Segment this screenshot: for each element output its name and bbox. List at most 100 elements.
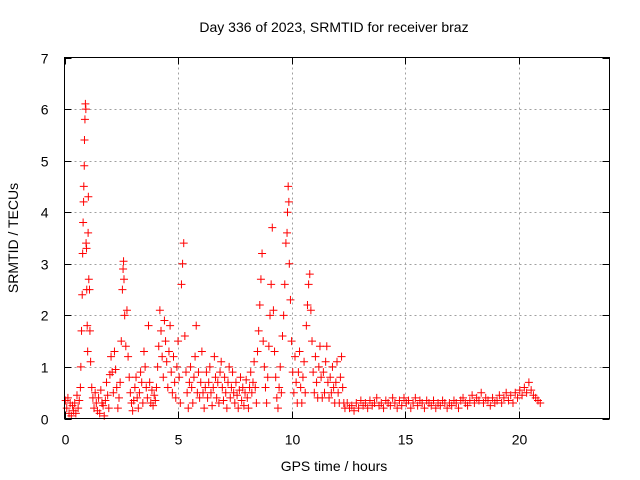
data-point [254, 326, 263, 335]
data-point [210, 352, 219, 361]
data-point [168, 388, 177, 397]
data-point [166, 321, 175, 330]
x-tick-label: 0 [62, 432, 70, 448]
data-point [506, 391, 515, 400]
data-point [497, 399, 506, 408]
y-tick-label: 2 [41, 308, 49, 324]
data-point [70, 399, 79, 408]
data-point [87, 383, 96, 392]
data-point [83, 321, 92, 330]
data-point [465, 396, 474, 405]
data-point [171, 393, 180, 402]
data-point [277, 388, 286, 397]
data-point [250, 357, 259, 366]
data-point [263, 373, 272, 382]
data-point [209, 383, 218, 392]
data-point [273, 404, 282, 413]
data-point [301, 388, 310, 397]
data-point [304, 280, 313, 289]
data-point [260, 362, 269, 371]
data-point [522, 388, 531, 397]
data-point [192, 321, 201, 330]
data-point [76, 383, 85, 392]
data-point [211, 373, 220, 382]
y-axis-title: SRMTID / TECUs [5, 183, 21, 293]
data-point [246, 368, 255, 377]
data-point [267, 280, 276, 289]
data-point [270, 347, 279, 356]
data-point [81, 105, 90, 114]
x-tick-label: 20 [512, 432, 528, 448]
data-point [513, 393, 522, 402]
data-point [285, 259, 294, 268]
data-point [319, 368, 328, 377]
data-point [120, 311, 129, 320]
data-point [336, 373, 345, 382]
data-point [287, 337, 296, 346]
data-point [63, 393, 72, 402]
data-point [518, 391, 527, 400]
data-point [256, 275, 265, 284]
data-point [502, 388, 511, 397]
data-point [107, 352, 116, 361]
data-point [317, 373, 326, 382]
data-point [204, 378, 213, 387]
y-tick-label: 6 [41, 102, 49, 118]
data-point [231, 378, 240, 387]
data-point [115, 393, 123, 402]
data-point [205, 362, 214, 371]
data-point [96, 386, 105, 395]
data-point [377, 399, 386, 408]
data-point [75, 396, 84, 405]
data-point [347, 401, 356, 410]
data-point [72, 391, 81, 400]
data-point [499, 393, 508, 402]
data-point [404, 396, 413, 405]
data-point [119, 275, 128, 284]
data-point [230, 399, 239, 408]
data-point [315, 342, 324, 351]
data-point [152, 383, 161, 392]
data-point [91, 388, 100, 397]
data-point [234, 404, 243, 413]
data-point [84, 192, 93, 201]
data-point [236, 373, 245, 382]
data-point [259, 337, 268, 346]
data-point [119, 264, 128, 273]
data-point [255, 301, 264, 310]
data-point [121, 342, 130, 351]
data-point [247, 388, 256, 397]
data-point [474, 396, 483, 405]
data-point [118, 285, 127, 294]
data-point [161, 337, 170, 346]
data-point [150, 391, 159, 400]
data-point [126, 388, 135, 397]
data-point [163, 383, 172, 392]
data-point [253, 347, 262, 356]
data-point [372, 393, 381, 402]
data-point [252, 399, 261, 408]
data-point [278, 331, 287, 340]
data-point [226, 393, 235, 402]
data-point [138, 399, 147, 408]
data-point [112, 383, 121, 392]
data-point [443, 404, 452, 413]
data-point [159, 373, 168, 382]
data-point [484, 396, 493, 405]
y-tick-label: 4 [41, 205, 49, 221]
data-point [109, 388, 118, 397]
data-points [61, 99, 545, 420]
data-point [327, 388, 336, 397]
data-point [139, 347, 148, 356]
data-point [79, 218, 88, 227]
data-point [493, 396, 502, 405]
data-point [477, 388, 486, 397]
data-point [227, 383, 236, 392]
data-point [298, 373, 307, 382]
data-point [116, 378, 125, 387]
data-point [334, 388, 343, 397]
data-point [452, 399, 461, 408]
data-point [208, 401, 217, 410]
data-point [289, 388, 298, 397]
data-point [370, 399, 379, 408]
